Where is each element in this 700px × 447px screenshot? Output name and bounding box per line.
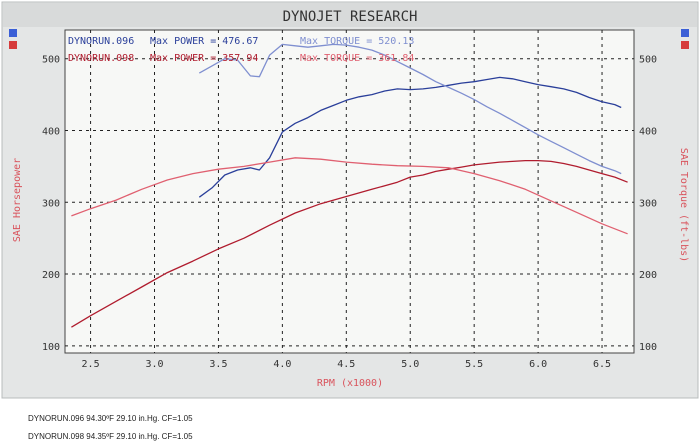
y-tick-right-1: 200 bbox=[639, 270, 657, 281]
y-tick-left-1: 200 bbox=[42, 270, 60, 281]
y-ticks-left: 100 200 300 400 500 bbox=[42, 55, 60, 353]
series-line-1 bbox=[198, 43, 622, 175]
x-tick-2: 3.5 bbox=[209, 359, 227, 370]
dyno-chart: DYNOJET RESEARCH 100 200 300 400 500 100 200 3… bbox=[1, 1, 699, 399]
series-line-0 bbox=[198, 76, 622, 198]
x-tick-5: 5.0 bbox=[401, 359, 419, 370]
y-axis-label-right: SAE Torque (ft-lbs) bbox=[678, 148, 689, 262]
y-tick-right-4: 500 bbox=[639, 55, 657, 66]
series-group bbox=[71, 43, 628, 328]
grid bbox=[65, 30, 634, 353]
y-axis-label-left: SAE Horsepower bbox=[12, 158, 23, 242]
x-tick-3: 4.0 bbox=[273, 359, 291, 370]
plot-area bbox=[64, 29, 635, 354]
legend-torque-096: Max TORQUE = 520.13 bbox=[300, 36, 414, 47]
x-tick-4: 4.5 bbox=[337, 359, 355, 370]
corner-red-right bbox=[681, 41, 689, 49]
series-line-2 bbox=[71, 159, 628, 328]
corner-red-left bbox=[9, 41, 17, 49]
legend-power-098: Max POWER = 357.94 bbox=[150, 53, 258, 64]
x-tick-8: 6.5 bbox=[593, 359, 611, 370]
legend: DYNORUN.096 Max POWER = 476.67 Max TORQU… bbox=[68, 36, 414, 64]
legend-power-096: Max POWER = 476.67 bbox=[150, 36, 258, 47]
x-tick-1: 3.0 bbox=[145, 359, 163, 370]
x-tick-6: 5.5 bbox=[465, 359, 483, 370]
title-bar bbox=[3, 3, 697, 27]
series-line-3 bbox=[71, 157, 628, 235]
y-tick-left-0: 100 bbox=[42, 342, 60, 353]
corner-blue-right bbox=[681, 29, 689, 37]
legend-run-098: DYNORUN.098 bbox=[68, 53, 134, 64]
y-tick-right-0: 100 bbox=[639, 342, 657, 353]
x-ticks: 2.5 3.0 3.5 4.0 4.5 5.0 5.5 6.0 6.5 bbox=[82, 359, 612, 370]
x-axis-label: RPM (x1000) bbox=[317, 378, 383, 389]
x-tick-0: 2.5 bbox=[82, 359, 100, 370]
y-tick-right-3: 400 bbox=[639, 126, 657, 137]
y-tick-right-2: 300 bbox=[639, 198, 657, 209]
y-ticks-right: 100 200 300 400 500 bbox=[639, 55, 657, 353]
y-tick-left-2: 300 bbox=[42, 198, 60, 209]
x-tick-7: 6.0 bbox=[529, 359, 547, 370]
y-tick-left-4: 500 bbox=[42, 55, 60, 66]
legend-run-096: DYNORUN.096 bbox=[68, 36, 134, 47]
footer-run-098: DYNORUN.098 94.35ºF 29.10 in.Hg. CF=1.05 bbox=[28, 432, 193, 441]
y-tick-left-3: 400 bbox=[42, 126, 60, 137]
footer-run-096: DYNORUN.096 94.30ºF 29.10 in.Hg. CF=1.05 bbox=[28, 414, 193, 423]
legend-torque-098: Max TORQUE = 361.84 bbox=[300, 53, 414, 64]
corner-blue-left bbox=[9, 29, 17, 37]
chart-title: DYNOJET RESEARCH bbox=[283, 9, 418, 25]
